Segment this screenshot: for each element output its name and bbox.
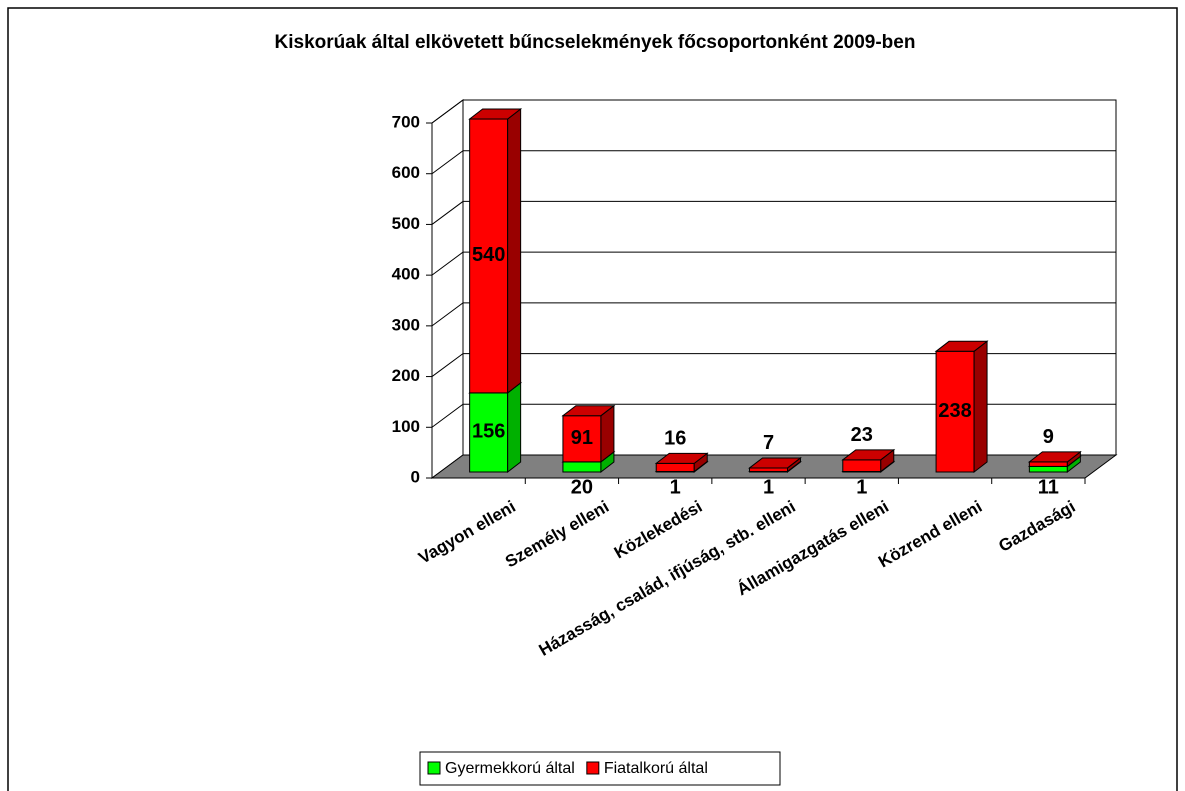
bar-top [561, 405, 616, 417]
bar-side [507, 108, 522, 394]
data-label: 1 [670, 476, 681, 498]
bar-segment [748, 456, 802, 473]
bar-segment [1027, 450, 1082, 468]
y-tick-label: 100 [392, 417, 420, 436]
data-label: 1 [763, 476, 774, 498]
grid-line [431, 403, 1116, 428]
bar-segment [841, 448, 896, 473]
bar-top [468, 108, 523, 120]
side-wall [431, 99, 464, 479]
data-label: 1 [856, 476, 867, 498]
legend-label: Fiatalkorú által [604, 760, 708, 777]
bar-front [1028, 465, 1068, 473]
back-wall [462, 99, 1117, 456]
grid-line [431, 200, 1116, 225]
data-label: 16 [664, 428, 686, 450]
data-label: 540 [472, 244, 505, 266]
bar-side [973, 340, 988, 474]
y-tick-label: 0 [411, 467, 420, 486]
bar-front [749, 467, 788, 472]
data-label: 7 [763, 432, 774, 454]
bar-front [562, 461, 602, 473]
grid-line [431, 302, 1116, 327]
data-label: 9 [1043, 426, 1054, 448]
bar-segment [934, 340, 989, 474]
data-label: 20 [571, 476, 593, 498]
bar-top [934, 340, 989, 352]
data-label: 238 [938, 400, 971, 422]
y-tick-label: 700 [392, 112, 420, 131]
bar-front [1028, 461, 1068, 467]
bar-front [562, 415, 602, 463]
data-label: 156 [472, 421, 505, 443]
grid-line [431, 99, 1116, 124]
bar-side [507, 381, 522, 474]
bar-front [655, 462, 695, 472]
legend-swatch [427, 761, 441, 775]
y-tick-label: 200 [392, 366, 420, 385]
bar-segment [654, 452, 709, 473]
y-tick-label: 500 [392, 214, 420, 233]
legend-label: Gyermekkorú által [445, 760, 575, 777]
chart-title: Kiskorúak által elkövetett bűncselekmény… [275, 32, 916, 53]
bar-segment [468, 108, 523, 394]
legend-swatch [586, 761, 600, 775]
data-label: 23 [851, 424, 873, 446]
bar-top [1027, 451, 1082, 463]
bar-front [469, 118, 509, 394]
bar-top [841, 449, 896, 461]
y-tick-label: 600 [392, 163, 420, 182]
legend-items: Gyermekkorú által Fiatalkorú által [427, 760, 708, 777]
grid-line [431, 353, 1116, 377]
bar-top [748, 457, 802, 469]
bar-segment [561, 404, 616, 463]
y-tick-label: 400 [392, 265, 420, 284]
grid-line [431, 150, 1116, 175]
legend [419, 751, 781, 786]
y-tick-label: 300 [392, 315, 420, 334]
data-label: 11 [1038, 476, 1059, 498]
grid-line [431, 251, 1116, 276]
data-label: 91 [571, 427, 593, 449]
bar-front [842, 459, 882, 472]
bar-top [654, 452, 709, 464]
